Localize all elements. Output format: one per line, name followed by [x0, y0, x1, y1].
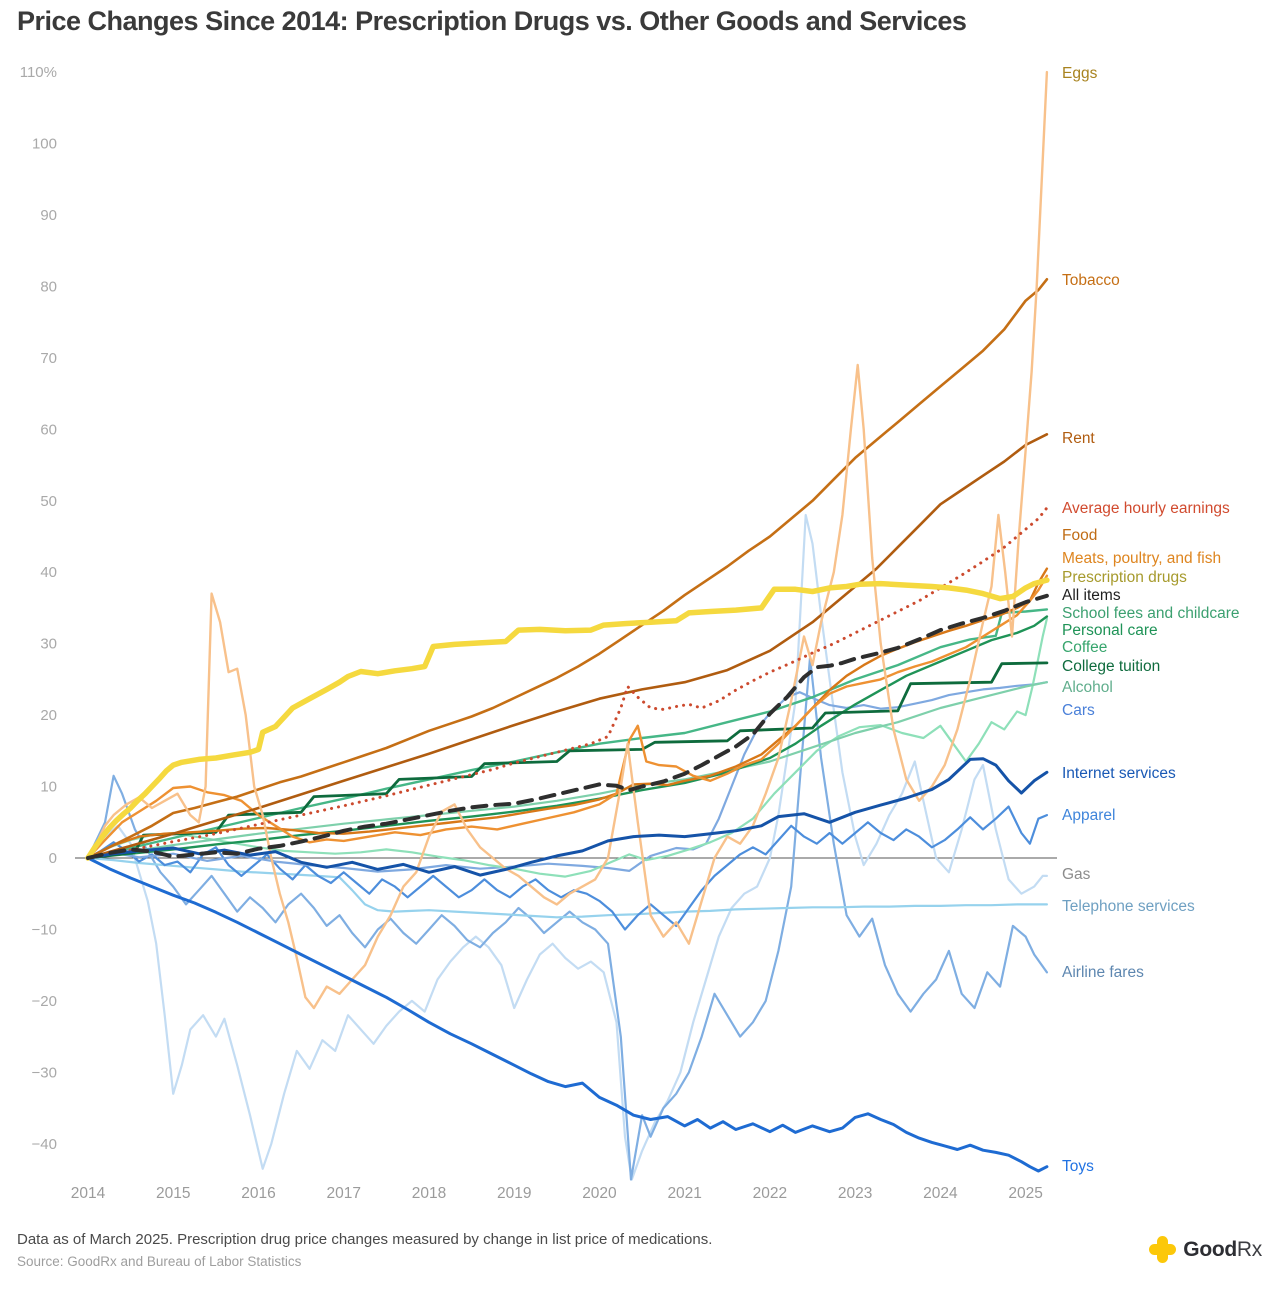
series-line-alcohol [86, 681, 1048, 860]
y-tick--40: −40 [32, 1136, 57, 1153]
series-line-meats [86, 574, 1049, 860]
x-tick-2016: 2016 [241, 1185, 275, 1202]
y-tick-0: 0 [49, 850, 57, 867]
series-label-all_items: All items [1062, 587, 1121, 604]
series-line-prescription_drugs [85, 577, 1050, 861]
x-tick-2018: 2018 [412, 1185, 446, 1202]
series-label-prescription_drugs: Prescription drugs [1062, 569, 1187, 586]
line-chart: 110%1009080706050403020100−10−20−30−4020… [20, 64, 1240, 1202]
footnote: Data as of March 2025. Prescription drug… [17, 1231, 713, 1248]
y-tick-100: 100 [32, 136, 57, 153]
series-label-internet: Internet services [1062, 765, 1176, 782]
series-label-apparel: Apparel [1062, 807, 1115, 824]
series-line-internet [86, 757, 1049, 877]
series-label-rent: Rent [1062, 430, 1095, 447]
series-line-gas [86, 513, 1048, 1181]
y-tick-50: 50 [40, 493, 57, 510]
series-line-rent [86, 433, 1049, 860]
x-tick-2014: 2014 [71, 1185, 106, 1202]
series-label-meats: Meats, poultry, and fish [1062, 550, 1221, 567]
series-line-tobacco [86, 278, 1049, 860]
x-tick-2021: 2021 [667, 1185, 701, 1202]
y-tick--30: −30 [32, 1064, 57, 1081]
y-tick-30: 30 [40, 636, 57, 653]
series-label-avg_hourly_earnings: Average hourly earnings [1062, 500, 1230, 517]
series-label-eggs: Eggs [1062, 65, 1098, 82]
series-line-eggs [86, 70, 1049, 1010]
series-label-cars: Cars [1062, 702, 1095, 719]
series-line-telephone [86, 856, 1048, 919]
series-label-food: Food [1062, 527, 1097, 544]
goodrx-plus-icon [1149, 1236, 1177, 1263]
x-tick-2020: 2020 [582, 1185, 617, 1202]
goodrx-logo-text-light: Rx [1236, 1237, 1262, 1261]
series-label-personal_care: Personal care [1062, 622, 1158, 639]
series-line-personal_care [86, 615, 1049, 860]
series-label-school_fees: School fees and childcare [1062, 605, 1240, 622]
series-line-all_items [86, 593, 1049, 860]
series-label-airline: Airline fares [1062, 964, 1144, 981]
page-title: Price Changes Since 2014: Prescription D… [17, 6, 967, 36]
y-tick-70: 70 [40, 350, 57, 367]
series-label-gas: Gas [1062, 866, 1091, 883]
y-tick--10: −10 [32, 921, 57, 938]
series-line-coffee [86, 617, 1048, 878]
x-tick-2015: 2015 [156, 1185, 190, 1202]
y-tick-90: 90 [40, 207, 57, 224]
y-tick-40: 40 [40, 564, 57, 581]
series-label-college_tuition: College tuition [1062, 658, 1160, 675]
x-tick-2025: 2025 [1008, 1185, 1042, 1202]
series-line-toys [86, 856, 1049, 1173]
x-tick-2023: 2023 [838, 1185, 872, 1202]
x-tick-2019: 2019 [497, 1185, 531, 1202]
goodrx-logo-text-bold: Good [1183, 1237, 1237, 1261]
series-line-avg_hourly_earnings [86, 506, 1049, 860]
y-tick-10: 10 [40, 779, 57, 796]
y-tick-60: 60 [40, 421, 57, 438]
series-label-alcohol: Alcohol [1062, 679, 1113, 696]
y-tick-20: 20 [40, 707, 57, 724]
x-tick-2017: 2017 [326, 1185, 360, 1202]
series-label-telephone: Telephone services [1062, 898, 1195, 915]
x-tick-2022: 2022 [753, 1185, 787, 1202]
series-line-food [86, 567, 1049, 860]
chart-footer: Data as of March 2025. Prescription drug… [17, 1231, 712, 1269]
y-tick--20: −20 [32, 993, 57, 1010]
source-note: Source: GoodRx and Bureau of Labor Stati… [17, 1254, 302, 1269]
series-label-toys: Toys [1062, 1158, 1094, 1175]
series-label-coffee: Coffee [1062, 639, 1107, 656]
y-tick-110: 110% [20, 64, 57, 81]
series-label-tobacco: Tobacco [1062, 272, 1120, 289]
goodrx-logo: Good Rx [1149, 1236, 1262, 1263]
y-tick-80: 80 [40, 278, 57, 295]
x-tick-2024: 2024 [923, 1185, 958, 1202]
series-line-school_fees [86, 608, 1049, 860]
